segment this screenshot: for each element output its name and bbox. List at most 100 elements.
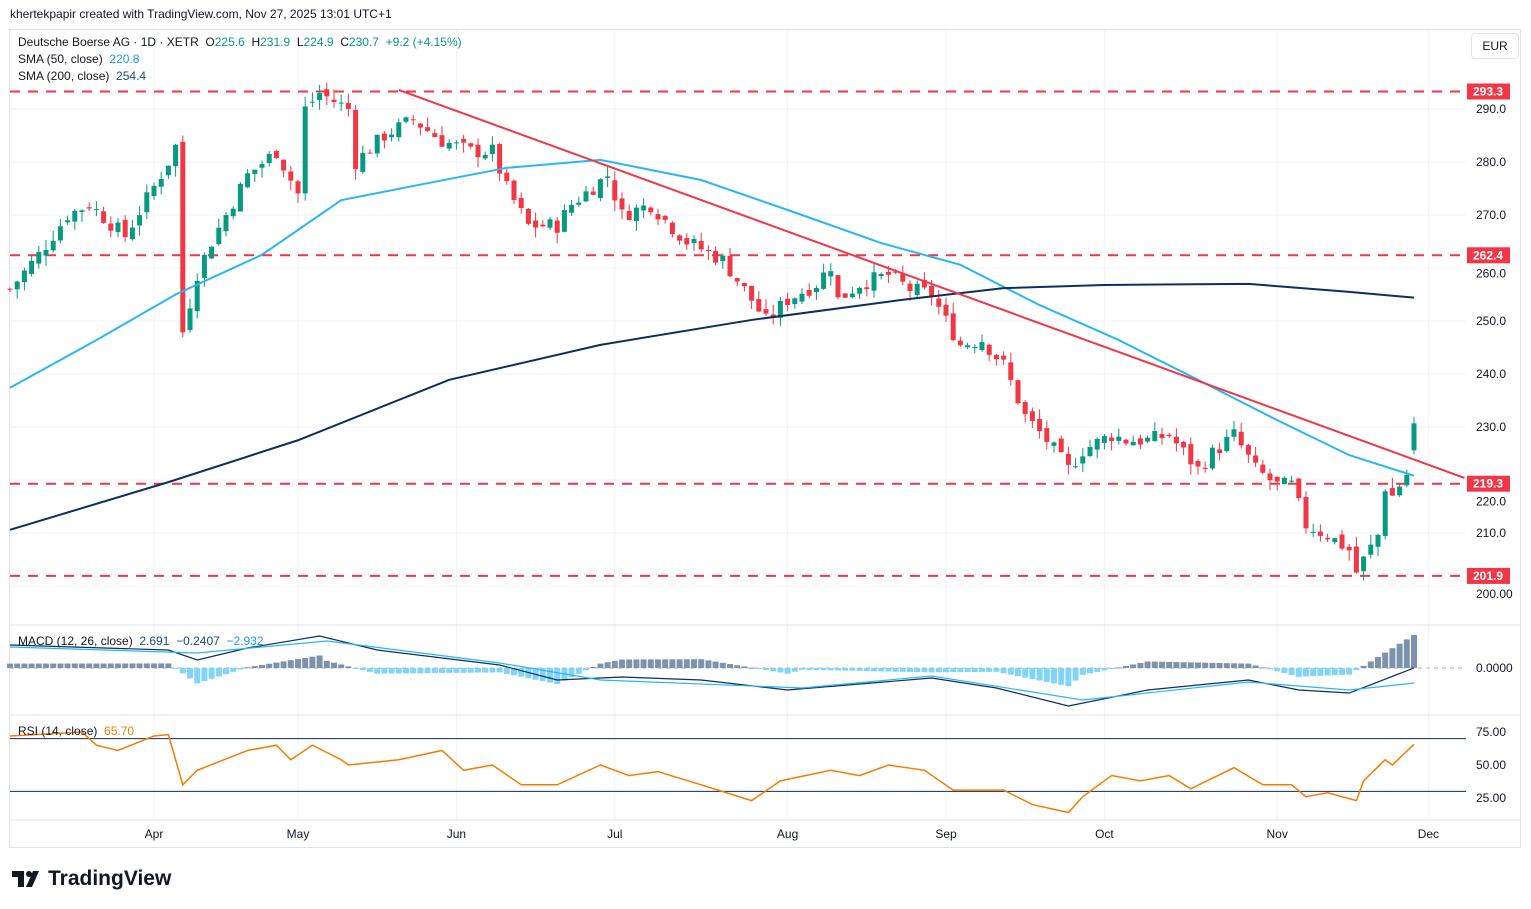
- candle-body: [1202, 467, 1208, 470]
- sma50-label: SMA (50, close): [18, 52, 103, 66]
- candle-body: [576, 202, 582, 205]
- candle-body: [144, 192, 150, 213]
- candle-body: [151, 185, 157, 197]
- sma200-legend[interactable]: SMA (200, close) 254.4: [18, 69, 146, 83]
- candle-body: [1116, 436, 1122, 441]
- candle-body: [720, 255, 726, 262]
- macd-histogram-bar: [943, 668, 949, 673]
- macd-legend[interactable]: MACD (12, 26, close) 2.691 −0.2407 −2.93…: [18, 634, 264, 648]
- candle-body: [331, 99, 337, 102]
- sma50-value: 220.8: [109, 52, 140, 66]
- candle-body: [1217, 449, 1223, 454]
- macd-histogram-bar: [215, 668, 222, 677]
- price-level-label: 262.4: [1473, 248, 1503, 262]
- macd-histogram-bar: [1375, 657, 1381, 668]
- candle-body: [21, 270, 27, 283]
- candle-body: [245, 173, 251, 188]
- candle-body: [864, 287, 870, 290]
- candle-body: [525, 208, 531, 224]
- candle-body: [806, 289, 812, 296]
- macd-histogram-bar: [1317, 668, 1324, 676]
- candle-body: [453, 142, 459, 144]
- candle-body: [482, 154, 488, 159]
- macd-histogram-bar: [849, 668, 856, 671]
- candle-body: [648, 207, 654, 213]
- price-tick-label: 260.0: [1476, 266, 1506, 280]
- candle-body: [1159, 434, 1165, 439]
- price-level-label: 201.9: [1473, 569, 1503, 583]
- candle-body: [173, 144, 179, 167]
- candle-body: [1037, 418, 1043, 432]
- candle-body: [1065, 453, 1071, 465]
- time-tick-label: May: [287, 827, 310, 841]
- macd-histogram-bar: [1007, 668, 1014, 675]
- macd-histogram-bar: [35, 663, 42, 668]
- sma200-label: SMA (200, close): [18, 69, 110, 83]
- macd-histogram-bar: [136, 663, 143, 668]
- candle-body: [389, 134, 395, 138]
- macd-histogram-bar: [172, 668, 179, 669]
- rsi-tick-label: 25.00: [1476, 791, 1506, 805]
- candle-body: [749, 285, 755, 301]
- candle-body: [633, 207, 639, 222]
- time-tick-label: Apr: [145, 827, 164, 841]
- macd-zero-label: 0.0000: [1476, 661, 1513, 675]
- macd-histogram-bar: [1130, 664, 1137, 668]
- candle-body: [57, 226, 63, 241]
- candle-body: [1310, 531, 1316, 533]
- tradingview-logo[interactable]: TradingView: [12, 867, 171, 891]
- candle-body: [43, 249, 49, 256]
- candle-body: [273, 150, 279, 159]
- macd-histogram-bar: [935, 668, 942, 673]
- macd-histogram-bar: [1382, 652, 1389, 668]
- macd-histogram-bar: [734, 665, 741, 668]
- macd-histogram-bar: [1166, 661, 1173, 668]
- rsi-legend[interactable]: RSI (14, close) 65.70: [18, 724, 134, 738]
- candle-body: [1346, 546, 1352, 551]
- sma200-line: [9, 282, 1415, 531]
- candle-body: [518, 198, 524, 209]
- candle-body: [828, 271, 834, 277]
- candle-body: [569, 204, 575, 213]
- macd-histogram-bar: [1331, 668, 1338, 676]
- macd-histogram-bar: [763, 668, 769, 671]
- candle-body: [468, 143, 474, 147]
- candle-body: [1411, 423, 1417, 451]
- candle-body: [698, 240, 704, 250]
- candle-body: [93, 209, 99, 211]
- candle-body: [957, 340, 963, 346]
- macd-histogram-bar: [237, 668, 244, 670]
- candle-body: [849, 293, 855, 298]
- candle-body: [381, 133, 387, 141]
- candle-body: [835, 275, 841, 298]
- candle-body: [129, 227, 135, 240]
- macd-histogram-bar: [640, 659, 647, 668]
- chart-frame: [9, 29, 1521, 848]
- candle-body: [914, 283, 920, 295]
- candle-body: [309, 101, 315, 103]
- candle-body: [705, 250, 711, 252]
- macd-histogram-bar: [1065, 668, 1072, 687]
- currency-button[interactable]: EUR: [1471, 33, 1519, 59]
- candle-body: [446, 142, 452, 149]
- time-tick-label: Aug: [777, 827, 798, 841]
- candle-body: [893, 271, 899, 273]
- macd-histogram-bar: [1108, 668, 1115, 669]
- sma50-legend[interactable]: SMA (50, close) 220.8: [18, 52, 139, 66]
- price-tick-label: 250.0: [1476, 314, 1506, 328]
- macd-histogram-bar: [863, 668, 870, 672]
- candle-body: [1303, 497, 1309, 529]
- macd-line-value: −0.2407: [176, 634, 220, 648]
- candle-body: [763, 309, 769, 314]
- close-label: C: [340, 35, 349, 49]
- candle-body: [1317, 531, 1323, 536]
- macd-histogram-bar: [287, 660, 294, 668]
- candle-body: [885, 271, 891, 275]
- candle-body: [936, 298, 942, 307]
- macd-histogram-bar: [446, 668, 453, 673]
- candle-body: [1145, 437, 1151, 442]
- macd-histogram-bar: [1223, 663, 1230, 668]
- candle-body: [65, 220, 71, 223]
- candle-body: [770, 314, 776, 318]
